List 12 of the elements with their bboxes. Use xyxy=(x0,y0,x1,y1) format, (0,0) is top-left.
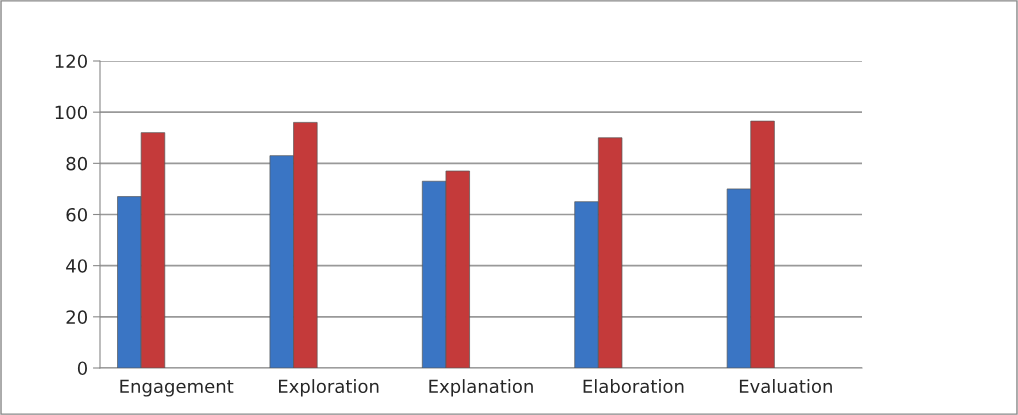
y-tick-label: 40 xyxy=(66,259,87,273)
x-tick-label: Exploration xyxy=(279,379,379,397)
y-tick-label: 20 xyxy=(66,310,87,324)
x-tick-label: Evaluation xyxy=(739,379,832,394)
x-tick-label: Engagement xyxy=(120,379,234,397)
y-tick-label: 60 xyxy=(66,207,87,222)
y-tick-label: 100 xyxy=(55,105,87,120)
y-tick-label: 80 xyxy=(66,156,87,171)
y-tick-label: 120 xyxy=(55,54,87,69)
x-tick-label: Elaboration xyxy=(583,379,684,394)
y-tick-label: 0 xyxy=(77,361,87,376)
x-tick-label: Explanation xyxy=(429,379,533,397)
